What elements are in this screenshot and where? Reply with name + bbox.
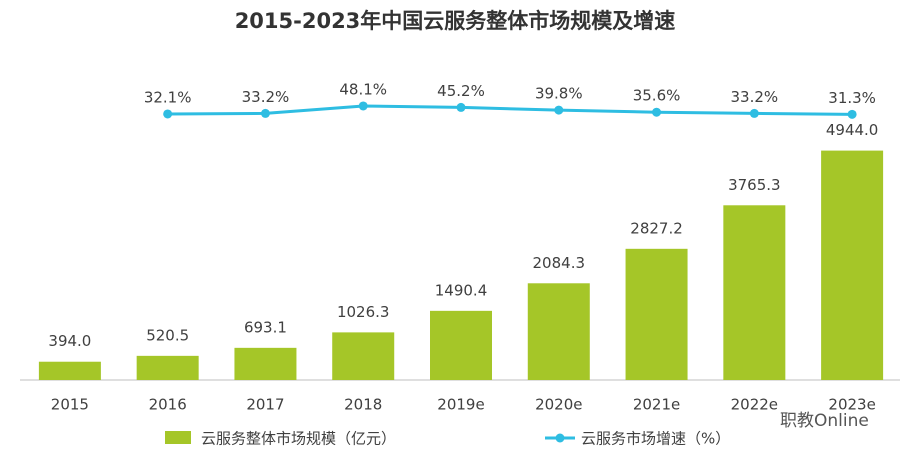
bar-value-label: 3765.3 [728, 176, 781, 194]
line-value-label: 33.2% [731, 88, 779, 106]
bar [723, 205, 786, 380]
line [167, 104, 853, 116]
bar [38, 361, 101, 380]
bar [821, 150, 884, 380]
bar [136, 355, 199, 380]
x-tick-label: 2023e [828, 396, 875, 414]
bar-value-label: 394.0 [48, 332, 91, 350]
line-point [749, 108, 759, 118]
x-tick-label: 2016 [149, 396, 187, 414]
line-point [260, 108, 270, 118]
bar-value-label: 2827.2 [630, 219, 683, 237]
bar [430, 310, 492, 380]
line-point [456, 102, 466, 112]
x-tick-label: 2019e [437, 396, 484, 414]
bar [527, 283, 590, 380]
bar-value-label: 1490.4 [435, 281, 488, 299]
line-value-label: 35.6% [633, 87, 681, 105]
bar-value-label: 520.5 [146, 326, 189, 344]
bar-value-label: 1026.3 [337, 303, 390, 321]
bar [332, 332, 395, 380]
line-value-label: 33.2% [242, 88, 290, 106]
bar [625, 248, 688, 380]
bar-value-label: 2084.3 [533, 254, 586, 272]
line-value-label: 48.1% [339, 80, 387, 98]
legend-swatch [165, 431, 191, 444]
line-value-label: 45.2% [437, 82, 485, 100]
bar-value-label: 693.1 [244, 318, 287, 336]
x-tick-label: 2018 [344, 396, 382, 414]
x-tick-label: 2022e [731, 396, 778, 414]
watermark: 职教Online [780, 411, 869, 431]
chart-title: 2015-2023年中国云服务整体市场规模及增速 [235, 9, 676, 33]
x-tick-label: 2017 [246, 396, 284, 414]
line-point [652, 107, 662, 117]
x-tick-label: 2020e [535, 396, 582, 414]
bar-value-label: 4944.0 [826, 121, 879, 139]
x-tick-label: 2015 [51, 396, 89, 414]
line-point [554, 105, 564, 115]
line-point [358, 101, 368, 111]
legend-label: 云服务整体市场规模（亿元） [201, 430, 396, 448]
line-value-label: 32.1% [144, 88, 192, 106]
line-value-label: 31.3% [828, 89, 876, 107]
line-value-label: 39.8% [535, 85, 583, 103]
legend-swatch-dot [555, 433, 565, 443]
bar [234, 347, 297, 380]
line-point [847, 109, 857, 119]
legend-label: 云服务市场增速（%） [581, 430, 730, 448]
line-point [163, 109, 173, 119]
x-tick-label: 2021e [633, 396, 680, 414]
